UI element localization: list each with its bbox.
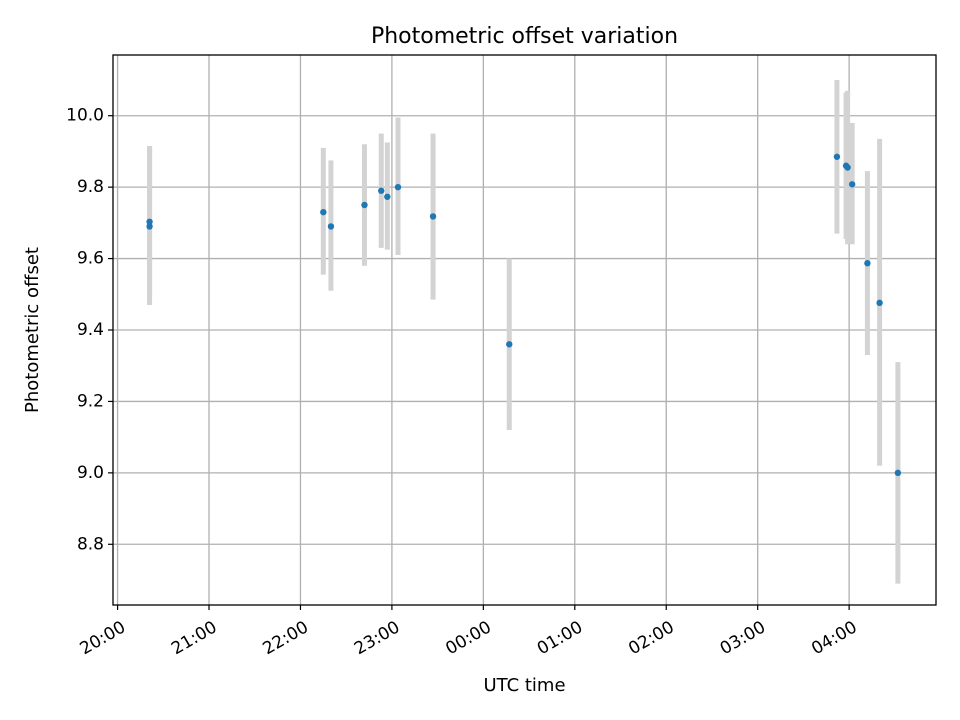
data-point bbox=[833, 153, 841, 160]
data-point bbox=[394, 183, 402, 191]
data-point bbox=[384, 193, 391, 200]
data-point bbox=[146, 218, 153, 225]
y-tick-label: 9.4 bbox=[77, 320, 104, 340]
y-tick-label: 10.0 bbox=[66, 106, 104, 126]
data-point bbox=[327, 223, 335, 230]
y-tick-label: 8.8 bbox=[77, 534, 104, 554]
y-axis-ticks: 8.8 9.0 9.2 9.4 9.6 9.8 10.0 bbox=[66, 106, 113, 554]
data-point bbox=[146, 223, 153, 230]
data-point bbox=[506, 341, 513, 348]
data-point bbox=[894, 469, 902, 477]
y-tick-label: 9.8 bbox=[77, 177, 104, 197]
data-point bbox=[864, 260, 871, 267]
data-point bbox=[320, 208, 327, 216]
y-tick-label: 9.0 bbox=[77, 463, 104, 483]
x-axis-label: UTC time bbox=[483, 675, 565, 696]
y-axis-label: Photometric offset bbox=[22, 247, 43, 413]
y-tick-label: 9.2 bbox=[77, 391, 104, 411]
y-tick-label: 9.6 bbox=[77, 249, 104, 269]
data-point bbox=[844, 164, 851, 171]
data-points bbox=[146, 153, 902, 477]
chart-title: Photometric offset variation bbox=[371, 24, 678, 49]
data-point bbox=[378, 187, 385, 194]
data-point bbox=[429, 213, 437, 220]
data-point bbox=[876, 299, 883, 307]
data-point bbox=[361, 201, 368, 209]
grid bbox=[113, 55, 936, 605]
data-point bbox=[848, 181, 856, 188]
